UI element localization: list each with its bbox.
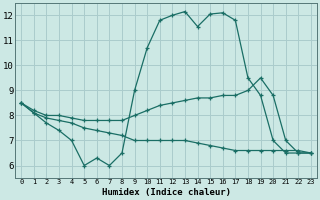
X-axis label: Humidex (Indice chaleur): Humidex (Indice chaleur) <box>101 188 231 197</box>
